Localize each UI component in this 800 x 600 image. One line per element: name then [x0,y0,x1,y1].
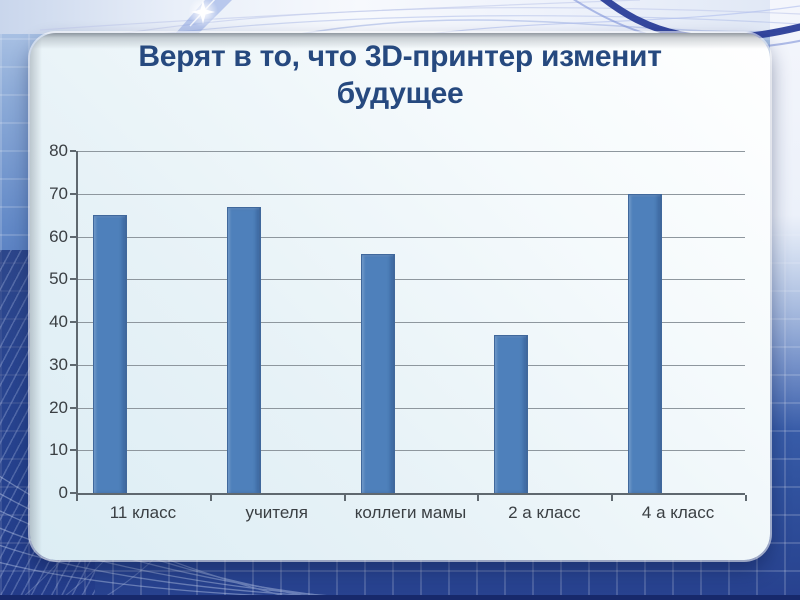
y-tick-label: 40 [49,312,68,331]
x-axis-tick [209,495,212,501]
slide-title-line-2: будущее [336,77,464,110]
x-axis-tick [477,495,480,501]
y-axis-tick [70,192,76,195]
y-gridline [76,279,745,281]
chart-bar-5 [628,193,663,493]
y-axis-tick [70,278,76,281]
chart-bar-1 [92,215,127,493]
chart-bar-3 [360,253,395,493]
chart-bar-4 [494,334,529,493]
y-gridline [76,407,745,409]
y-axis-tick [70,235,76,238]
y-tick-label: 50 [49,269,68,289]
y-axis-tick [70,492,76,494]
y-tick-label: 80 [49,141,68,160]
x-axis-line [76,493,745,495]
x-axis-label: 4 а класс [641,503,715,522]
y-tick-label: 20 [49,397,68,417]
slide-title-line-1: Верят в то, что 3D-принтер изменит [138,40,662,73]
y-gridline [76,322,745,323]
x-axis-tick [745,495,747,501]
y-tick-label: 10 [49,440,68,460]
x-axis-label: 2 а класс [508,503,581,522]
y-axis-tick [70,321,76,323]
y-gridline [76,450,745,452]
x-axis-tick [611,495,614,501]
y-tick-label: 0 [58,483,68,502]
background-bottom-edge [0,595,800,600]
y-axis-tick [70,150,76,152]
y-axis-tick [70,363,76,366]
chart-bar-2 [226,206,261,493]
y-gridline [76,151,745,152]
y-tick-label: 30 [49,354,68,374]
y-axis-tick [70,406,76,409]
x-axis-label: 11 класс [109,503,177,522]
slide-title: Верят в то, что 3D-принтер изменит будущ… [60,38,740,112]
y-gridline [76,236,745,238]
x-axis-tick [76,495,78,501]
y-axis-tick [70,449,76,452]
y-tick-label: 60 [49,226,68,246]
background-right-band [770,0,800,430]
y-axis-line [76,151,78,495]
y-tick-label: 70 [49,183,68,203]
y-gridline [76,364,745,366]
x-axis-label: коллеги мамы [354,503,467,522]
x-axis-tick [343,495,346,501]
y-gridline [76,193,745,195]
x-axis-label: учителя [245,503,308,522]
